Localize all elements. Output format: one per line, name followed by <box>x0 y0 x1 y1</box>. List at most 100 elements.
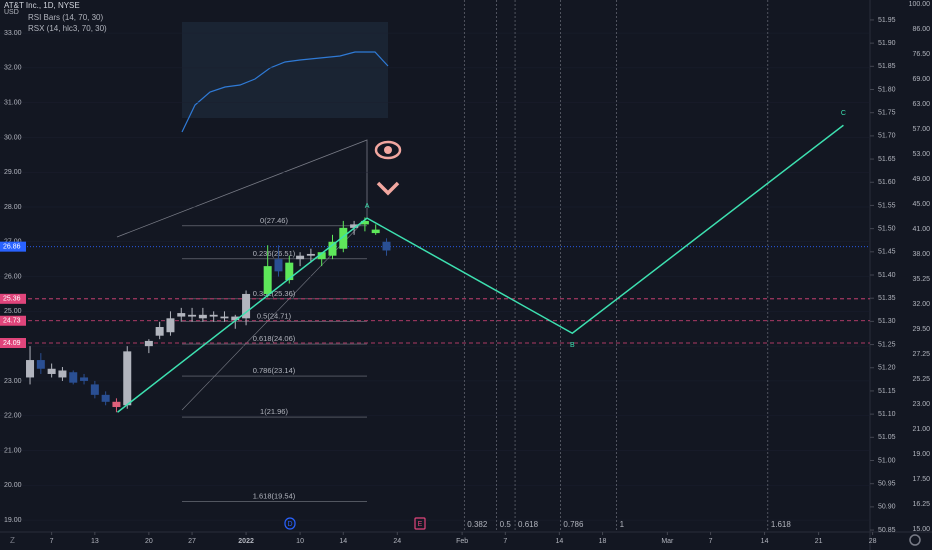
title: AT&T Inc., 1D, NYSE <box>4 1 80 10</box>
candle <box>188 307 197 322</box>
x-tick-label: Mar <box>661 538 674 545</box>
candle-body <box>58 370 67 378</box>
candle <box>58 367 67 381</box>
x-tick-label: 7 <box>503 538 507 545</box>
candle <box>296 252 305 267</box>
y2-tick-label: 50.95 <box>878 481 896 488</box>
candle-body <box>360 220 369 225</box>
candle-body <box>26 360 35 378</box>
candle-body <box>350 224 359 228</box>
x-tick-label: 20 <box>145 538 153 545</box>
candle <box>242 290 251 326</box>
y3-tick-label: 16.25 <box>912 501 930 508</box>
y2-tick-label: 51.00 <box>878 457 896 464</box>
eye-icon[interactable] <box>374 140 402 160</box>
y2-tick-label: 51.30 <box>878 318 896 325</box>
y2-tick-label: 51.80 <box>878 86 896 93</box>
x-tick-label: 14 <box>761 538 769 545</box>
y3-tick-label: 32.00 <box>912 301 930 308</box>
last-price-tag <box>0 241 26 252</box>
rsx-line <box>181 51 389 133</box>
y3-tick-label: 35.25 <box>912 276 930 283</box>
candle <box>155 321 164 340</box>
y-tick-label: 32.00 <box>4 65 22 72</box>
indicator: RSI Bars (14, 70, 30) <box>28 13 103 22</box>
x-tick-label: 21 <box>815 538 823 545</box>
y3-tick-label: 19.00 <box>912 451 930 458</box>
y3-tick-label: 63.00 <box>912 101 930 108</box>
settings-icon[interactable] <box>909 534 921 546</box>
candle-body <box>382 241 391 251</box>
y-tick-label: 22.00 <box>4 413 22 420</box>
wave-label: B <box>570 342 575 349</box>
y-tick-label: 28.00 <box>4 204 22 211</box>
y3-tick-label: 29.50 <box>912 326 930 333</box>
candle-body <box>144 340 153 347</box>
candle-body <box>220 316 229 319</box>
timezone-icon[interactable]: Z <box>10 536 15 545</box>
event-marker <box>414 517 426 530</box>
y2-tick-label: 51.60 <box>878 179 896 186</box>
y2-tick-label: 51.75 <box>878 110 896 117</box>
y2-tick-label: 51.20 <box>878 365 896 372</box>
y-tick-label: 31.00 <box>4 99 22 106</box>
candle <box>209 311 218 322</box>
x-tick-label: Feb <box>456 538 468 545</box>
fib-label: 1.618(19.54) <box>253 491 296 500</box>
price-tag-label: 24.73 <box>3 318 21 325</box>
candle <box>317 252 326 267</box>
candle <box>198 307 207 322</box>
y3-tick-label: 38.00 <box>912 251 930 258</box>
y-tick-label: 19.00 <box>4 517 22 524</box>
price-tag-label: 25.36 <box>3 296 21 303</box>
y-tick-label: 23.00 <box>4 378 22 385</box>
candle <box>112 398 121 413</box>
candle-body <box>285 262 294 281</box>
wave-label: C <box>841 110 846 117</box>
candle <box>101 391 110 406</box>
y3-tick-label: 41.00 <box>912 226 930 233</box>
y-tick-label: 21.00 <box>4 447 22 454</box>
y3-tick-label: 27.25 <box>912 351 930 358</box>
event-marker <box>284 517 296 530</box>
candle-body <box>198 314 207 319</box>
candle-body <box>328 241 337 256</box>
fib-label: 0(27.46) <box>260 216 288 225</box>
candle-body <box>242 293 251 319</box>
x-tick-label: 13 <box>91 538 99 545</box>
y-tick-label: 33.00 <box>4 30 22 37</box>
candle <box>80 373 89 385</box>
candle <box>123 346 132 409</box>
y3-tick-label: 49.00 <box>912 176 930 183</box>
y-tick-label: 29.00 <box>4 169 22 176</box>
y-tick-label: 26.00 <box>4 273 22 280</box>
y3-tick-label: 15.00 <box>912 526 930 533</box>
trend-triangle <box>116 139 368 238</box>
y2-tick-label: 50.90 <box>878 504 896 511</box>
y2-tick-label: 50.85 <box>878 527 896 534</box>
y3-tick-label: 45.00 <box>912 201 930 208</box>
candle <box>328 234 337 260</box>
y2-tick-label: 51.25 <box>878 341 896 348</box>
candle-body <box>166 318 175 333</box>
y-tick-label: 30.00 <box>4 134 22 141</box>
event-label: D <box>287 521 292 528</box>
candle-body <box>306 253 315 256</box>
candle <box>90 380 99 399</box>
eye-pupil[interactable] <box>384 146 392 154</box>
eye-outline[interactable] <box>374 140 402 160</box>
fib-label: 0.786(23.14) <box>253 366 296 375</box>
wave-label: A <box>365 203 370 210</box>
x-tick-label: 24 <box>393 538 401 545</box>
candle <box>231 314 240 329</box>
y2-tick-label: 51.65 <box>878 156 896 163</box>
candle-body <box>188 314 197 317</box>
candle-body <box>317 252 326 260</box>
x-tick-label: 18 <box>599 538 607 545</box>
candle <box>47 363 56 378</box>
chevron-icon[interactable] <box>376 181 400 196</box>
price-tag <box>0 293 26 304</box>
